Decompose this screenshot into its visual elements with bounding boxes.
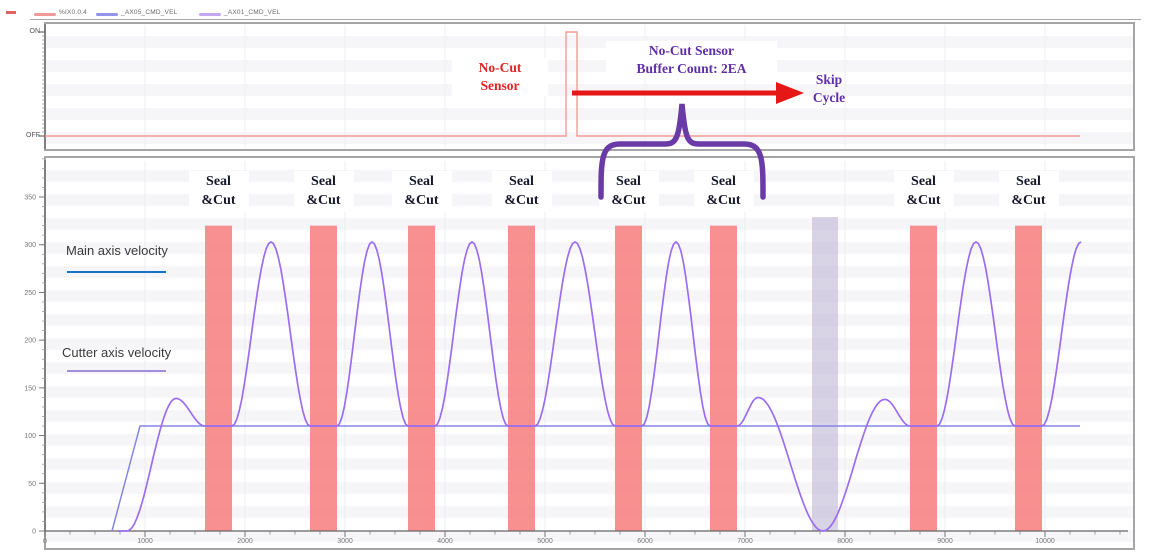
cut-line: &Cut xyxy=(504,193,539,208)
cut-line: &Cut xyxy=(706,193,741,208)
legend-swatch-sensor xyxy=(34,13,56,16)
legend-swatch-ax05 xyxy=(96,13,118,16)
seal-line: Seal xyxy=(911,174,936,189)
svg-text:300: 300 xyxy=(24,242,36,249)
svg-text:50: 50 xyxy=(28,481,36,488)
off-axis-label: OFF xyxy=(26,132,40,139)
cut-line: &Cut xyxy=(201,193,236,208)
no-cut-sensor-trace xyxy=(45,31,1080,137)
cut-bars xyxy=(205,217,1042,531)
seal-line: Seal xyxy=(206,174,231,189)
seal-cut-label: Seal &Cut xyxy=(491,171,552,212)
buffer-count-line2: Buffer Count: 2EA xyxy=(636,61,747,76)
svg-text:4000: 4000 xyxy=(437,538,453,545)
legend-divider xyxy=(30,19,1141,20)
svg-text:9000: 9000 xyxy=(937,538,953,545)
main-axis-velocity-swatch xyxy=(67,271,166,273)
cut-line: &Cut xyxy=(306,193,341,208)
legend-label-ax05: _AX05_CMD_VEL xyxy=(121,9,178,16)
digital-signal-panel xyxy=(44,22,1135,151)
svg-text:200: 200 xyxy=(24,338,36,345)
corner-mark xyxy=(6,11,16,14)
gridlines xyxy=(144,25,1046,530)
legend-label-ax01: _AX01_CMD_VEL xyxy=(224,9,281,16)
svg-text:350: 350 xyxy=(24,194,36,201)
svg-text:150: 150 xyxy=(24,385,36,392)
cutter-axis-velocity-swatch xyxy=(67,370,166,372)
seal-line: Seal xyxy=(1016,174,1041,189)
buffer-count-callout: No-Cut Sensor Buffer Count: 2EA xyxy=(606,41,777,79)
top-axis-ticks xyxy=(38,31,45,137)
cut-line: &Cut xyxy=(611,193,646,208)
svg-text:2000: 2000 xyxy=(237,538,253,545)
cut-line: &Cut xyxy=(906,193,941,208)
seal-line: Seal xyxy=(509,174,534,189)
skip-cycle-arrow-head xyxy=(776,82,804,104)
buffer-brace xyxy=(598,103,766,200)
svg-text:10000: 10000 xyxy=(1035,538,1055,545)
skip-cycle-line2: Cycle xyxy=(812,90,846,105)
skip-cycle-bar xyxy=(812,217,838,531)
skip-cycle-line1: Skip xyxy=(815,72,843,87)
svg-text:0: 0 xyxy=(32,529,36,536)
seal-line: Seal xyxy=(616,174,641,189)
cutter-axis-velocity-trace xyxy=(118,241,1082,532)
digital-signal xyxy=(45,31,1080,137)
x-axis-ticks: 0 1000 2000 3000 4000 5000 6000 7000 8000 9000 100… xyxy=(43,531,1121,545)
svg-text:6000: 6000 xyxy=(637,538,653,545)
velocity-series xyxy=(111,241,1082,532)
svg-text:8000: 8000 xyxy=(837,538,853,545)
main-axis-velocity-trace xyxy=(111,425,1080,532)
seal-cut-label: Seal &Cut xyxy=(998,171,1059,212)
main-axis-velocity-label: Main axis velocity xyxy=(66,243,168,258)
seal-line: Seal xyxy=(311,174,336,189)
seal-cut-label: Seal &Cut xyxy=(188,171,249,212)
cut-line: &Cut xyxy=(1011,193,1046,208)
no-cut-sensor-callout: No-Cut Sensor xyxy=(452,58,548,96)
legend-swatch-ax01 xyxy=(199,13,221,16)
legend-label-sensor: %IX0.0.4 xyxy=(59,9,87,16)
svg-text:250: 250 xyxy=(24,290,36,297)
buffer-count-line1: No-Cut Sensor xyxy=(648,43,735,58)
cut-line: &Cut xyxy=(404,193,439,208)
svg-text:100: 100 xyxy=(24,433,36,440)
seal-cut-label: Seal &Cut xyxy=(893,171,954,212)
svg-text:7000: 7000 xyxy=(737,538,753,545)
seal-cut-label: Seal &Cut xyxy=(293,171,354,212)
svg-text:1000: 1000 xyxy=(137,538,153,545)
cutter-axis-velocity-label: Cutter axis velocity xyxy=(62,345,172,360)
seal-line: Seal xyxy=(711,174,736,189)
no-cut-sensor-line2: Sensor xyxy=(480,78,520,93)
seal-line: Seal xyxy=(409,174,434,189)
seal-cut-label: Seal &Cut xyxy=(598,171,659,212)
y-axis-ticks: 0 50 100 150 200 250 300 350 xyxy=(24,158,45,536)
skip-cycle-callout: Skip Cycle xyxy=(801,71,857,107)
seal-cut-label: Seal &Cut xyxy=(391,171,452,212)
svg-text:3000: 3000 xyxy=(337,538,353,545)
on-axis-label: ON xyxy=(29,28,41,35)
no-cut-sensor-line1: No-Cut xyxy=(478,60,522,75)
seal-cut-label: Seal &Cut xyxy=(693,171,754,212)
svg-text:5000: 5000 xyxy=(537,538,553,545)
svg-text:0: 0 xyxy=(43,538,47,545)
